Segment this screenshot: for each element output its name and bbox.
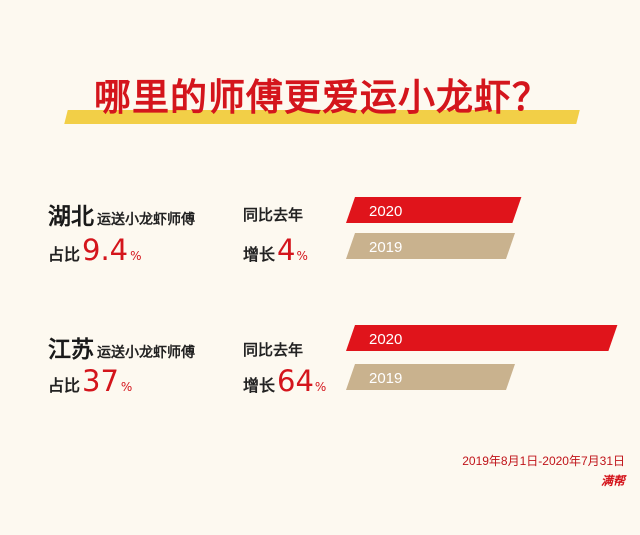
bar-label-湖北-2019: 2019 (369, 239, 402, 256)
brand-logo: 满帮 (600, 474, 625, 488)
bar-江苏-2019 (346, 364, 515, 390)
region-hubei-share: 占比9.4% (48, 233, 142, 267)
region-jiangsu-name: 江苏 (48, 337, 94, 363)
share-value-hubei: 9.4 (82, 233, 129, 267)
growth-value-hubei: 4 (277, 233, 296, 267)
bar-label-江苏-2019: 2019 (369, 370, 402, 387)
region-hubei-sub: 运送小龙虾师傅 (97, 212, 195, 228)
bar-label-湖北-2020: 2020 (369, 203, 402, 220)
date-range: 2019年8月1日-2020年7月31日 (462, 454, 625, 468)
growth-label: 增长 (243, 245, 276, 264)
share-unit: % (130, 249, 142, 263)
bar-江苏-2020 (346, 325, 618, 351)
growth-value-jiangsu: 64 (277, 364, 314, 398)
bar-湖北-2020 (346, 197, 522, 223)
share-label: 占比 (48, 245, 81, 264)
yoy-label-jiangsu: 同比去年 (243, 341, 304, 359)
region-hubei-header: 湖北 运送小龙虾师傅 (48, 197, 195, 231)
yoy-label-hubei: 同比去年 (243, 206, 304, 224)
page-title: 哪里的师傅更爱运小龙虾？ (94, 76, 550, 119)
growth-label: 增长 (243, 376, 276, 395)
share-unit: % (120, 380, 133, 394)
share-label: 占比 (48, 376, 81, 395)
growth-unit: % (296, 249, 308, 263)
region-hubei-growth: 增长4% (243, 233, 308, 267)
region-jiangsu-share: 占比37% (48, 364, 132, 398)
title-block: 哪里的师傅更爱运小龙虾？ (64, 72, 580, 130)
bar-湖北-2019 (346, 233, 515, 259)
growth-unit: % (314, 380, 327, 394)
region-hubei-name: 湖北 (48, 204, 94, 230)
bar-label-江苏-2020: 2020 (369, 331, 402, 348)
region-jiangsu-header: 江苏 运送小龙虾师傅 (48, 330, 195, 364)
region-jiangsu-growth: 增长64% (243, 364, 326, 398)
region-jiangsu-sub: 运送小龙虾师傅 (97, 345, 195, 361)
share-value-jiangsu: 37 (82, 364, 119, 398)
